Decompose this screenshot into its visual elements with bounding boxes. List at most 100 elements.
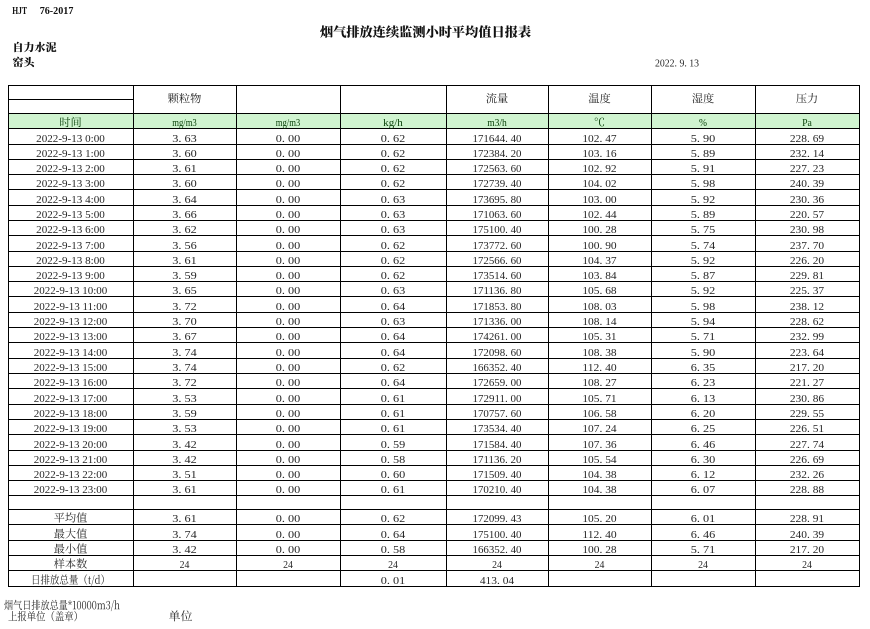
svg-text:0. 62: 0. 62 — [381, 148, 406, 160]
svg-text:228. 88: 228. 88 — [790, 484, 825, 496]
svg-text:223. 64: 223. 64 — [790, 347, 825, 359]
svg-text:225. 37: 225. 37 — [790, 285, 825, 297]
svg-text:108. 27: 108. 27 — [582, 377, 617, 389]
svg-text:221. 27: 221. 27 — [790, 377, 825, 389]
svg-text:103. 16: 103. 16 — [582, 148, 617, 160]
svg-text:0. 00: 0. 00 — [276, 178, 301, 190]
svg-text:6. 23: 6. 23 — [691, 377, 716, 389]
svg-text:3. 53: 3. 53 — [172, 423, 197, 435]
svg-text:0. 61: 0. 61 — [381, 408, 406, 420]
svg-text:76-2017: 76-2017 — [40, 6, 74, 17]
svg-text:2022-9-13 15:00: 2022-9-13 15:00 — [34, 362, 108, 374]
svg-text:172099. 43: 172099. 43 — [473, 513, 522, 525]
svg-text:217. 20: 217. 20 — [790, 544, 825, 556]
svg-text:2022-9-13 6:00: 2022-9-13 6:00 — [36, 224, 105, 236]
svg-text:0. 00: 0. 00 — [276, 148, 301, 160]
svg-text:5. 87: 5. 87 — [691, 270, 716, 282]
svg-text:6. 30: 6. 30 — [691, 454, 716, 466]
svg-text:2022-9-13 14:00: 2022-9-13 14:00 — [34, 347, 108, 359]
svg-text:0. 62: 0. 62 — [381, 513, 406, 525]
svg-text:237. 70: 237. 70 — [790, 240, 825, 252]
svg-text:104. 38: 104. 38 — [582, 469, 617, 481]
svg-text:2022-9-13 16:00: 2022-9-13 16:00 — [34, 377, 108, 389]
svg-text:107. 36: 107. 36 — [582, 439, 617, 451]
svg-text:0. 59: 0. 59 — [381, 439, 406, 451]
svg-text:0. 62: 0. 62 — [381, 255, 406, 267]
svg-text:171336. 00: 171336. 00 — [473, 316, 522, 328]
svg-text:0. 63: 0. 63 — [381, 209, 406, 221]
svg-text:0. 63: 0. 63 — [381, 285, 406, 297]
svg-text:228. 69: 228. 69 — [790, 133, 825, 145]
svg-text:0. 00: 0. 00 — [276, 362, 301, 374]
svg-text:0. 58: 0. 58 — [381, 544, 406, 556]
svg-text:3. 42: 3. 42 — [172, 544, 197, 556]
svg-text:102. 47: 102. 47 — [582, 133, 617, 145]
svg-text:220. 57: 220. 57 — [790, 209, 825, 221]
svg-text:2022. 9. 13: 2022. 9. 13 — [655, 57, 699, 69]
svg-text:0. 62: 0. 62 — [381, 270, 406, 282]
svg-text:0. 00: 0. 00 — [276, 285, 301, 297]
svg-text:238. 12: 238. 12 — [790, 301, 824, 313]
svg-text:106. 58: 106. 58 — [582, 408, 617, 420]
svg-text:0. 61: 0. 61 — [381, 484, 406, 496]
svg-text:0. 00: 0. 00 — [276, 209, 301, 221]
svg-text:0. 00: 0. 00 — [276, 408, 301, 420]
svg-text:5. 98: 5. 98 — [691, 301, 716, 313]
svg-text:0. 00: 0. 00 — [276, 439, 301, 451]
svg-text:230. 98: 230. 98 — [790, 224, 825, 236]
svg-text:3. 66: 3. 66 — [172, 209, 197, 221]
svg-text:0. 60: 0. 60 — [381, 469, 406, 481]
svg-text:170210. 40: 170210. 40 — [473, 484, 522, 496]
svg-text:0. 61: 0. 61 — [381, 423, 406, 435]
svg-text:2022-9-13 23:00: 2022-9-13 23:00 — [34, 484, 108, 496]
svg-text:3. 70: 3. 70 — [172, 316, 197, 328]
svg-text:100. 28: 100. 28 — [582, 224, 617, 236]
svg-text:2022-9-13 19:00: 2022-9-13 19:00 — [34, 423, 108, 435]
svg-text:3. 42: 3. 42 — [172, 454, 197, 466]
svg-text:mg/m3: mg/m3 — [276, 117, 301, 129]
svg-text:107. 24: 107. 24 — [582, 423, 617, 435]
svg-text:%: % — [699, 117, 707, 129]
svg-text:102. 92: 102. 92 — [582, 163, 616, 175]
svg-text:24: 24 — [388, 559, 398, 571]
svg-text:2022-9-13 11:00: 2022-9-13 11:00 — [34, 301, 108, 313]
svg-text:3. 72: 3. 72 — [172, 377, 197, 389]
svg-text:3. 67: 3. 67 — [172, 331, 197, 343]
svg-text:226. 20: 226. 20 — [790, 255, 825, 267]
svg-text:172659. 00: 172659. 00 — [473, 377, 522, 389]
svg-text:3. 60: 3. 60 — [172, 148, 197, 160]
svg-text:174261. 00: 174261. 00 — [473, 331, 522, 343]
svg-text:108. 38: 108. 38 — [582, 347, 617, 359]
svg-text:0. 64: 0. 64 — [381, 347, 406, 359]
svg-text:173695. 80: 173695. 80 — [473, 194, 522, 206]
svg-text:171644. 40: 171644. 40 — [473, 133, 522, 145]
svg-text:0. 63: 0. 63 — [381, 224, 406, 236]
svg-text:3. 74: 3. 74 — [172, 347, 197, 359]
svg-text:HJT: HJT — [12, 6, 27, 17]
svg-text:0. 63: 0. 63 — [381, 194, 406, 206]
svg-text:228. 62: 228. 62 — [790, 316, 824, 328]
svg-text:171136. 80: 171136. 80 — [473, 285, 522, 297]
svg-text:2022-9-13 7:00: 2022-9-13 7:00 — [36, 240, 105, 252]
svg-text:413. 04: 413. 04 — [480, 575, 515, 587]
svg-text:0. 00: 0. 00 — [276, 423, 301, 435]
svg-text:166352. 40: 166352. 40 — [473, 544, 522, 556]
svg-text:6. 25: 6. 25 — [691, 423, 716, 435]
svg-text:3. 61: 3. 61 — [172, 163, 197, 175]
svg-text:mg/m3: mg/m3 — [172, 117, 197, 129]
svg-text:kg/h: kg/h — [383, 117, 403, 129]
svg-text:m3/h: m3/h — [487, 117, 507, 129]
svg-text:173534. 40: 173534. 40 — [473, 423, 522, 435]
svg-text:3. 59: 3. 59 — [172, 270, 197, 282]
svg-text:0. 63: 0. 63 — [381, 316, 406, 328]
svg-text:6. 35: 6. 35 — [691, 362, 716, 374]
svg-text:0. 62: 0. 62 — [381, 163, 406, 175]
svg-text:0. 00: 0. 00 — [276, 347, 301, 359]
svg-text:2022-9-13 4:00: 2022-9-13 4:00 — [36, 194, 105, 206]
svg-text:226. 69: 226. 69 — [790, 454, 825, 466]
svg-text:175100. 40: 175100. 40 — [473, 224, 522, 236]
svg-text:5. 90: 5. 90 — [691, 133, 716, 145]
svg-text:6. 46: 6. 46 — [691, 529, 716, 541]
svg-text:2022-9-13 8:00: 2022-9-13 8:00 — [36, 255, 105, 267]
svg-text:0. 00: 0. 00 — [276, 224, 301, 236]
